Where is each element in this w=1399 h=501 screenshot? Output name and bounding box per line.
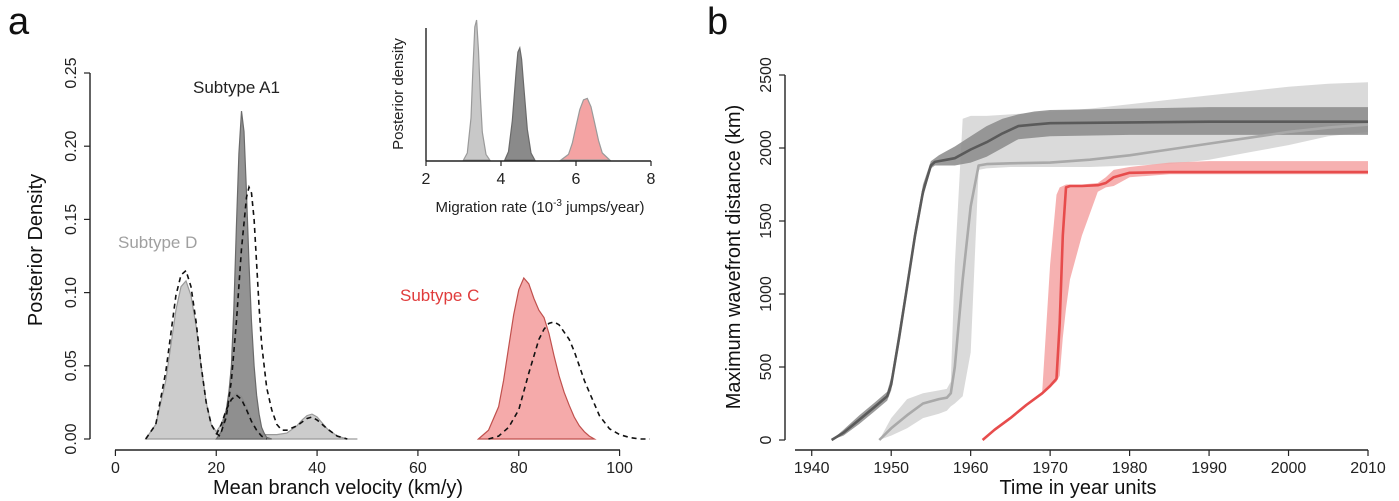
- line-subtype-a1: [830, 120, 1368, 442]
- label-subtype-d: Subtype D: [118, 233, 197, 252]
- label-subtype-c: Subtype C: [400, 286, 479, 305]
- panel-b-y-ticks: 0 500 1000 1500 2000 2500: [758, 57, 785, 444]
- x-tick-label: 1960: [953, 460, 989, 477]
- panel-a-dashed-curves: [145, 184, 650, 440]
- x-tick-label: 1990: [1191, 460, 1227, 477]
- line-subtype-c: [981, 170, 1368, 441]
- panel-b-bands: [831, 82, 1368, 441]
- density-curve-dashed-A1: [220, 184, 348, 440]
- panel-a-density-areas: [144, 111, 597, 440]
- y-tick-label: 0.10: [63, 277, 80, 308]
- inset-x-label: Migration rate (10-3 jumps/year): [436, 198, 645, 216]
- panel-b-y-label: Maximum wavefront distance (km): [723, 105, 745, 410]
- panel-a-y-label: Posterior Density: [25, 174, 47, 326]
- x-tick-label: 100: [606, 460, 633, 477]
- panel-a-y-ticks: 0.00 0.05 0.10 0.15 0.20 0.25: [63, 57, 90, 455]
- x-tick-label: 1980: [1112, 460, 1148, 477]
- x-tick-label: 60: [409, 460, 427, 477]
- density-area-subtype-c: [476, 276, 597, 440]
- y-tick-label: 0.15: [63, 204, 80, 235]
- inset-density-areas: [462, 19, 612, 161]
- panel-a-label: a: [8, 1, 30, 43]
- inset-x-ticks: 2 4 6 8: [422, 161, 656, 188]
- panel-a-x-label: Mean branch velocity (km/y): [213, 477, 463, 499]
- panel-a-x-ticks: 0 20 40 60 80 100: [111, 450, 633, 477]
- label-subtype-a1: Subtype A1: [193, 78, 280, 97]
- density-curve-dashed-C: [488, 321, 650, 440]
- y-tick-label: 2000: [758, 130, 775, 166]
- y-tick-label: 1500: [758, 203, 775, 239]
- y-tick-label: 0.00: [63, 423, 80, 454]
- x-tick-label: 1950: [873, 460, 909, 477]
- inset-area-subtype-c: [559, 97, 612, 161]
- panel-b-label: b: [707, 1, 728, 43]
- inset-area-subtype-a1: [503, 45, 536, 161]
- y-tick-label: 0.20: [63, 131, 80, 162]
- x-tick-label: 1970: [1032, 460, 1068, 477]
- y-tick-label: 0: [758, 435, 775, 444]
- panel-b-lines: [830, 120, 1369, 442]
- y-tick-label: 2500: [758, 57, 775, 93]
- inset-x-tick-label: 2: [422, 171, 431, 188]
- density-area-subtype-a1: [215, 111, 272, 440]
- inset-x-tick-label: 6: [572, 171, 581, 188]
- x-tick-label: 40: [308, 460, 326, 477]
- y-tick-label: 0.25: [63, 57, 80, 88]
- density-curve-dashed-D: [145, 269, 222, 440]
- inset-x-tick-label: 4: [497, 171, 506, 188]
- x-tick-label: 2000: [1271, 460, 1307, 477]
- inset-area-subtype-d: [462, 19, 491, 161]
- y-tick-label: 500: [758, 354, 775, 381]
- x-tick-label: 80: [510, 460, 528, 477]
- x-tick-label: 2010: [1350, 460, 1386, 477]
- line-subtype-d: [878, 123, 1369, 441]
- y-tick-label: 0.05: [63, 350, 80, 381]
- inset-x-tick-label: 8: [647, 171, 656, 188]
- inset-y-label: Posterior density: [390, 38, 407, 150]
- panel-b-x-label: Time in year units: [999, 477, 1156, 499]
- x-tick-label: 0: [111, 460, 120, 477]
- density-curve-dashed-A1b: [215, 394, 268, 440]
- y-tick-label: 1000: [758, 276, 775, 312]
- x-tick-label: 1940: [794, 460, 830, 477]
- panel-a-inset: 2 4 6 8 Posterior density Migration rate (1…: [390, 19, 656, 216]
- band-subtype-c: [982, 161, 1368, 440]
- x-tick-label: 20: [207, 460, 225, 477]
- panel-b-x-ticks: 1940 1950 1960 1970 1980 1990 2000 2010: [794, 450, 1386, 477]
- panel-a: a 0.000.050.100.150.200.25 0 20 40 60 80 100 …: [8, 1, 650, 499]
